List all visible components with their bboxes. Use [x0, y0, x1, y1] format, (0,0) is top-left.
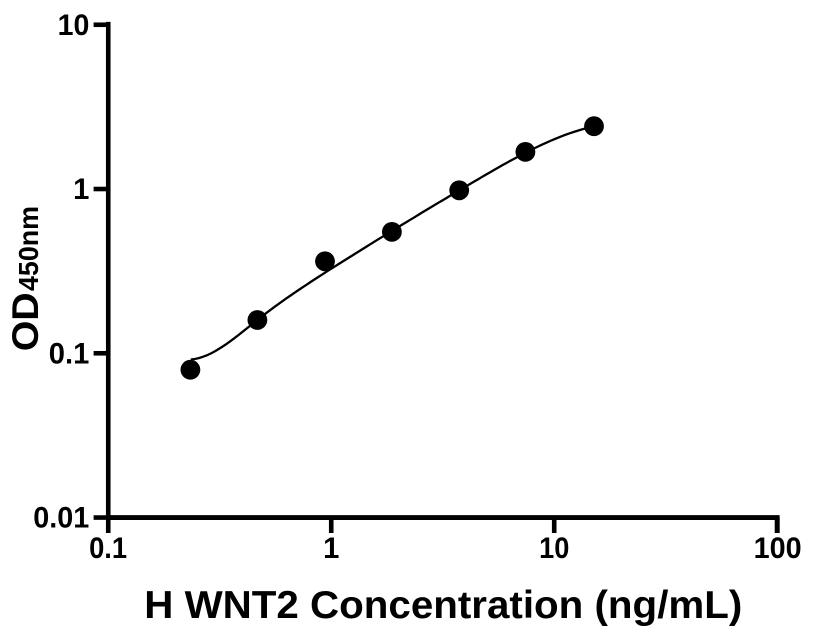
- svg-text:H WNT2 Concentration (ng/mL): H WNT2 Concentration (ng/mL): [144, 584, 742, 627]
- svg-text:450nm: 450nm: [13, 206, 44, 291]
- svg-text:10: 10: [539, 533, 569, 565]
- svg-text:OD: OD: [5, 292, 46, 351]
- svg-text:0.01: 0.01: [33, 503, 89, 535]
- svg-text:1: 1: [323, 533, 339, 565]
- svg-text:1: 1: [73, 174, 89, 206]
- svg-text:0.1: 0.1: [89, 533, 127, 565]
- svg-text:100: 100: [754, 533, 802, 565]
- svg-text:0.1: 0.1: [49, 338, 90, 370]
- svg-text:10: 10: [58, 10, 90, 42]
